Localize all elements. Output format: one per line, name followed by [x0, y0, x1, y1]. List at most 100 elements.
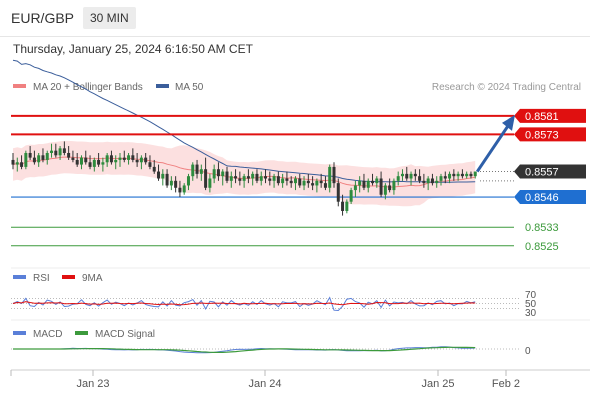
- candle-body: [37, 155, 40, 162]
- ma50-legend-swatch: [156, 84, 169, 88]
- candle-body: [131, 155, 134, 160]
- candle-body: [183, 185, 186, 192]
- candle-body: [474, 172, 477, 177]
- macd-plot: [11, 347, 520, 353]
- candle-body: [234, 176, 237, 178]
- candle-body: [354, 185, 357, 190]
- candle-body: [277, 176, 280, 183]
- rsi-plot: [11, 298, 520, 311]
- candle-body: [54, 151, 57, 156]
- candle-body: [281, 179, 284, 184]
- candle-body: [196, 165, 199, 174]
- x-tick-label: Feb 2: [492, 378, 520, 390]
- candle-body: [243, 176, 246, 181]
- candle-body: [67, 153, 70, 158]
- candle-body: [298, 179, 301, 186]
- candle-body: [375, 179, 378, 184]
- candle-body: [268, 179, 271, 181]
- candle-body: [50, 151, 53, 153]
- bollinger-band: [13, 141, 475, 206]
- candle-body: [166, 174, 169, 186]
- candle-body: [452, 174, 455, 176]
- main-legend: MA 20 + Bollinger Bands MA 50 Research ©…: [13, 82, 581, 93]
- rsi-level-30: 30: [525, 308, 537, 319]
- candle-body: [106, 155, 109, 162]
- candle-body: [469, 174, 472, 176]
- candle-body: [367, 181, 370, 188]
- resistance-label-2: 0.8573: [525, 129, 559, 141]
- candle-body: [200, 169, 203, 174]
- candle-body: [84, 158, 87, 163]
- ma20-legend-swatch: [13, 84, 26, 88]
- candle-body: [448, 174, 451, 179]
- candle-body: [380, 179, 383, 195]
- candle-body: [465, 174, 468, 176]
- candle-body: [174, 181, 177, 188]
- candle-body: [178, 188, 181, 193]
- rsi-legend: RSI 9MA: [13, 273, 103, 284]
- candle-body: [191, 165, 194, 177]
- candle-body: [157, 172, 160, 179]
- resistance-label-1: 0.8581: [525, 111, 559, 123]
- x-tick-label: Jan 24: [248, 378, 281, 390]
- rsi-ma-legend-swatch: [62, 275, 75, 279]
- candle-body: [418, 176, 421, 181]
- candle-body: [204, 169, 207, 188]
- candle-body: [303, 181, 306, 186]
- rsi-ma-line: [13, 302, 475, 305]
- candle-body: [260, 176, 263, 181]
- candle-body: [161, 174, 164, 179]
- candle-body: [315, 181, 318, 186]
- candle-body: [337, 183, 340, 202]
- candle-body: [170, 181, 173, 186]
- candle-body: [153, 167, 156, 172]
- candle-body: [247, 176, 250, 178]
- candle-body: [397, 176, 400, 181]
- candle-body: [290, 181, 293, 183]
- candle-body: [444, 176, 447, 178]
- candle-body: [264, 176, 267, 178]
- candle-body: [324, 183, 327, 188]
- candle-body: [285, 179, 288, 181]
- candle-body: [127, 155, 130, 160]
- support-label-1: 0.8533: [525, 222, 559, 234]
- candle-body: [255, 174, 258, 181]
- x-tick-label: Jan 25: [421, 378, 454, 390]
- candle-body: [371, 181, 374, 183]
- x-axis: Jan 23 Jan 24 Jan 25 Feb 2: [76, 370, 520, 390]
- pivot-label: 0.8546: [525, 192, 559, 204]
- forecast-arrow-shaft: [477, 126, 508, 172]
- rsi-legend-label: RSI: [33, 273, 50, 284]
- candle-body: [76, 160, 79, 165]
- candle-body: [230, 176, 233, 181]
- candle-body: [414, 174, 417, 176]
- candle-body: [358, 181, 361, 186]
- candle-body: [213, 169, 216, 178]
- candle-body: [431, 179, 434, 184]
- candle-body: [405, 174, 408, 179]
- candle-body: [221, 172, 224, 177]
- forecast-arrow-head: [502, 115, 515, 131]
- candle-body: [320, 181, 323, 183]
- candle-body: [384, 185, 387, 194]
- candle-body: [251, 174, 254, 179]
- candle-body: [101, 162, 104, 164]
- credit-label: Research © 2024 Trading Central: [432, 82, 581, 93]
- candle-body: [110, 155, 113, 162]
- candle-body: [41, 155, 44, 160]
- candle-body: [12, 160, 15, 165]
- candle-body: [350, 190, 353, 202]
- x-tick-label: Jan 23: [76, 378, 109, 390]
- candle-body: [440, 176, 443, 181]
- candle-body: [93, 160, 96, 167]
- candle-body: [422, 181, 425, 183]
- candle-body: [144, 158, 147, 163]
- candle-body: [187, 176, 190, 185]
- candle-body: [123, 158, 126, 160]
- candle-body: [341, 202, 344, 211]
- candle-body: [362, 181, 365, 188]
- candle-body: [345, 202, 348, 211]
- candle-body: [33, 158, 36, 163]
- candle-body: [89, 162, 92, 167]
